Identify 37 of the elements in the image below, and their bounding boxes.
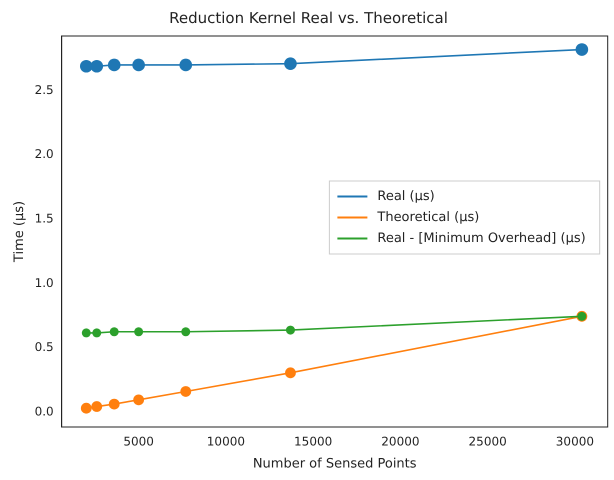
point: [286, 326, 295, 335]
y-tick-label: 1.5: [34, 212, 54, 226]
legend-label: Real (μs): [377, 188, 435, 204]
point: [82, 328, 91, 338]
point: [108, 58, 121, 72]
x-tick-label: 5000: [123, 434, 154, 448]
chart-title: Reduction Kernel Real vs. Theoretical: [169, 8, 448, 27]
point: [134, 327, 144, 336]
point: [284, 57, 297, 70]
point: [576, 43, 588, 56]
y-axis-title: Time (μs): [12, 200, 28, 264]
point: [285, 367, 296, 378]
legend-label: Real - [Minimum Overhead] (μs): [377, 230, 586, 246]
point: [90, 60, 104, 73]
point: [179, 58, 192, 72]
y-tick-label: 0.5: [34, 340, 54, 354]
y-tick-label: 1.0: [34, 276, 54, 290]
x-tick-label: 30000: [556, 434, 594, 448]
point: [133, 394, 144, 406]
x-tick-label: 20000: [381, 434, 420, 448]
point: [180, 386, 192, 397]
point: [91, 401, 102, 412]
point: [80, 60, 93, 73]
point: [92, 328, 102, 338]
y-tick-label: 2.5: [34, 82, 54, 97]
y-tick-label: 0.0: [34, 404, 54, 419]
point: [108, 398, 120, 410]
point: [80, 402, 92, 414]
point: [181, 327, 190, 336]
y-tick-label: 2.0: [34, 147, 54, 162]
x-axis-title: Number of Sensed Points: [252, 456, 417, 472]
x-tick-label: 25000: [468, 434, 507, 448]
legend-label: Theoretical (μs): [376, 210, 480, 225]
point: [110, 327, 119, 336]
point: [132, 58, 145, 72]
x-tick-label: 15000: [294, 434, 332, 448]
x-tick-label: 10000: [206, 434, 245, 448]
